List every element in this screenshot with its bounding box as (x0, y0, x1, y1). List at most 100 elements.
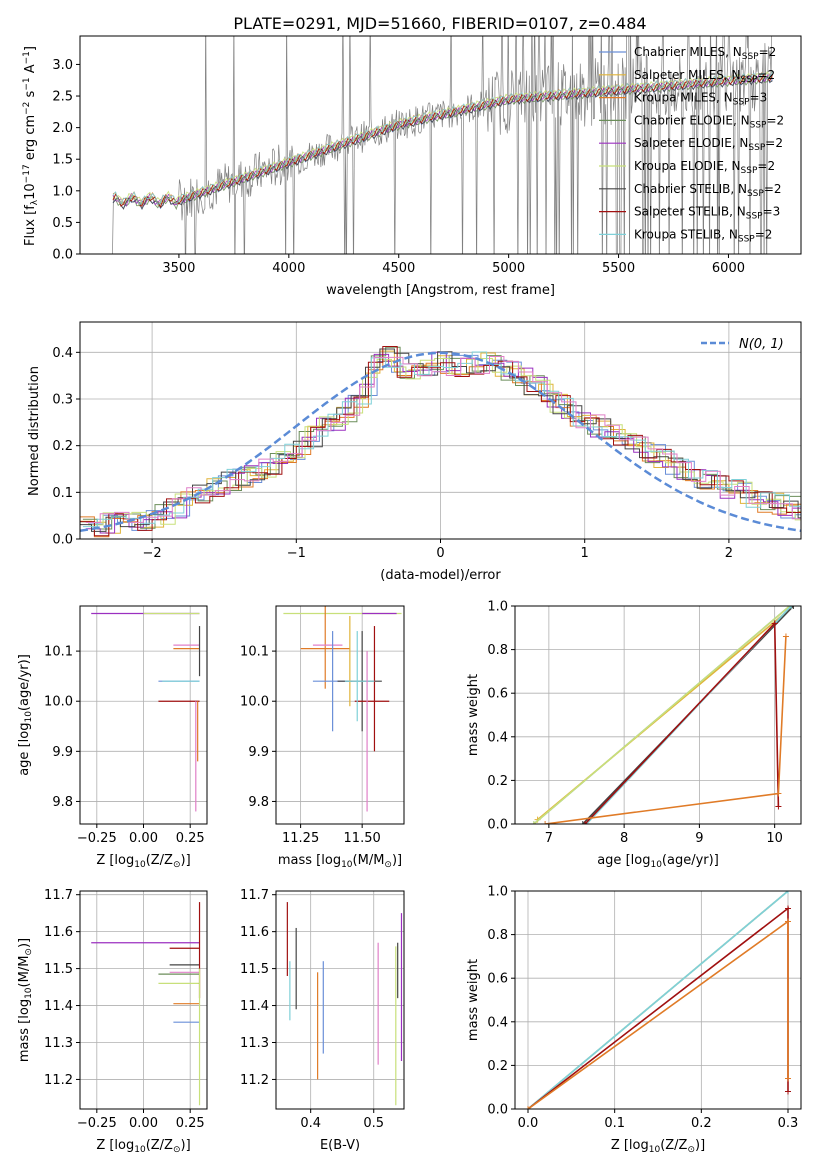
spectrum-axes: 3500 4000 4500 5000 5500 6000 0.0 0.5 1.0 1.5 2.0 2… (22, 35, 802, 298)
mass_vs_ebv-ytick-label: 11.6 (240, 925, 269, 940)
mass_weight_vs_Z-ytick-label: 1.0 (487, 885, 508, 900)
mass_vs_Z-ytick-label: 11.4 (44, 999, 73, 1014)
spectrum-ytick-label: 2.5 (52, 90, 73, 105)
mass_weight_vs_age-series-marker (788, 606, 795, 609)
mass_weight_vs_age-plot-area (530, 606, 797, 824)
age_vs_Z-plot-area (91, 612, 201, 812)
spectrum-ytick-label: 1.0 (52, 184, 73, 199)
mass_vs_Z-ytick-label: 11.2 (44, 1073, 73, 1088)
mass_weight_vs_age-ytick-label: 1.0 (487, 600, 508, 615)
residuals-ytick-label: 0.2 (52, 439, 73, 454)
spectrum-xtick-label: 4000 (272, 261, 305, 276)
mass_weight_vs_age-xtick-label: 9 (695, 831, 703, 846)
residuals-xtick-label: 2 (725, 546, 733, 561)
age_vs_Z-ytick-label: 10.0 (44, 695, 73, 710)
mass_weight_vs_age-frame (514, 605, 802, 825)
legend-normal-label: N(0, 1) (739, 337, 784, 352)
mass_weight_vs_age-series-marker (542, 821, 549, 824)
mass_weight_vs_Z-series-marker (785, 1075, 791, 1082)
mass_vs_ebv-frame (275, 890, 405, 1110)
mass_weight_vs_age-series-marker (530, 821, 537, 824)
mass_vs_ebv-ytick-label: 11.3 (240, 1036, 269, 1051)
legend-label: Kroupa ELODIE, NSSP=2 (634, 159, 775, 176)
mass_weight_vs_age-ylabel: mass weight (466, 674, 481, 756)
mass_weight_vs_age-series-marker (579, 821, 586, 824)
spectrum-xtick-label: 3500 (162, 261, 195, 276)
mass_weight_vs_age-ytick-label: 0.2 (487, 774, 508, 789)
residual-ylabel: Normed distribution (27, 366, 42, 496)
mass_weight_vs_Z-xtick-label: 0.1 (604, 1116, 625, 1131)
age_vs_mass-ytick-label: 10.0 (240, 695, 269, 710)
mass_vs_Z-ytick-label: 11.7 (44, 888, 73, 903)
spectrum-xlabel: wavelength [Angstrom, rest frame] (326, 283, 555, 298)
mass_vs_ebv-ytick-label: 11.2 (240, 1073, 269, 1088)
mass_weight_vs_Z-series-marker (785, 891, 791, 894)
mass_weight_vs_age-series-marker (775, 803, 782, 810)
mass_weight_vs_age-ytick-label: 0.8 (487, 643, 508, 658)
age_vs_Z-ylabel: age [log10(age/yr)] (17, 654, 34, 776)
mass_weight_vs_Z-ytick-label: 0.8 (487, 928, 508, 943)
mass_vs_ebv-axes: 0.4 0.5 11.2 11.3 11.4 11.5 11.6 11.7 E(B-V) (240, 888, 405, 1153)
mass_weight_vs_age-xtick-label: 8 (620, 831, 628, 846)
spectrum-xtick-label: 5000 (492, 261, 525, 276)
mass_vs_ebv-xlabel: E(B-V) (320, 1138, 360, 1153)
mass_weight_vs_Z-series-marker (525, 1106, 531, 1109)
model-spectrum-line (112, 73, 773, 208)
legend-label: Salpeter MILES, NSSP=2 (634, 68, 775, 85)
mass_weight_vs_Z-ytick-label: 0.0 (487, 1103, 508, 1118)
age_vs_Z-ytick-label: 9.9 (52, 745, 73, 760)
mass_weight_vs_age-ytick-label: 0.4 (487, 730, 508, 745)
mass_weight_vs_Z-series-line (527, 891, 789, 1109)
mass_weight_vs_Z-frame (514, 890, 802, 1110)
residuals-xtick-label: −2 (143, 546, 162, 561)
mass_weight_vs_Z-ytick-label: 0.2 (487, 1059, 508, 1074)
mass_weight_vs_age-xtick-label: 7 (545, 831, 553, 846)
mass_vs_ebv-plot-area (286, 902, 403, 1106)
mass_weight_vs_age-xtick-label: 10 (766, 831, 783, 846)
legend-label: Kroupa MILES, NSSP=3 (634, 91, 767, 108)
residuals-xtick-label: 0 (436, 546, 444, 561)
mass_vs_ebv-xtick-label: 0.4 (300, 1116, 321, 1131)
mass_weight_vs_Z-xlabel: Z [log10(Z/Z⊙)] (611, 1138, 705, 1155)
mass_weight_vs_Z-xtick-label: 0.3 (778, 1116, 799, 1131)
age_vs_Z-xtick-label: −0.25 (77, 831, 117, 846)
residuals-plot-area (80, 346, 801, 538)
residuals-ytick-label: 0.1 (52, 486, 73, 501)
legend-label: Chabrier STELIB, NSSP=2 (634, 182, 782, 199)
mass_vs_Z-plot-area (91, 902, 201, 1106)
mass_vs_ebv-xtick-label: 0.5 (363, 1116, 384, 1131)
spectrum-plot-area (110, 36, 773, 254)
legend-label: Chabrier MILES, NSSP=2 (634, 45, 776, 62)
mass_vs_Z-ytick-label: 11.5 (44, 962, 73, 977)
age_vs_mass-xtick-label: 11.50 (344, 831, 381, 846)
age_vs_mass-xtick-label: 11.25 (282, 831, 319, 846)
spectrum-ytick-label: 3.0 (52, 58, 73, 73)
mass_weight_vs_Z-ytick-label: 0.4 (487, 1015, 508, 1030)
mass_vs_Z-axes: −0.25 0.00 0.25 11.2 11.3 11.4 11.5 11.6 11.7 Z [… (17, 888, 208, 1155)
spectrum-ytick-label: 2.0 (52, 121, 73, 136)
mass_weight_vs_age-series-marker (581, 821, 588, 824)
mass_weight_vs_age-xlabel: age [log10(age/yr)] (597, 853, 719, 870)
residuals-xtick-label: −1 (287, 546, 306, 561)
legend-label: Chabrier ELODIE, NSSP=2 (634, 113, 784, 130)
mass_vs_Z-xlabel: Z [log10(Z/Z⊙)] (96, 1138, 190, 1155)
age_vs_Z-xtick-label: 0.00 (129, 831, 158, 846)
age_vs_Z-ytick-label: 10.1 (44, 645, 73, 660)
age_vs_Z-ytick-label: 9.8 (52, 795, 73, 810)
legend-label: Kroupa STELIB, NSSP=2 (634, 227, 772, 244)
mass_weight_vs_age-series-marker (790, 606, 797, 609)
mass_weight_vs_Z-ytick-label: 0.6 (487, 972, 508, 987)
model-spectrum-line (112, 71, 773, 206)
age_vs_mass-ytick-label: 10.1 (240, 645, 269, 660)
mass_vs_Z-ylabel: mass [log10(M/M⊙)] (17, 938, 34, 1062)
age_vs_mass-xlabel: mass [log10(M/M⊙)] (278, 853, 402, 870)
spectrum-xtick-label: 6000 (712, 261, 745, 276)
mass_vs_Z-xtick-label: 0.25 (176, 1116, 205, 1131)
spectrum-legend: Chabrier MILES, NSSP=2 Salpeter MILES, NS… (599, 45, 784, 244)
spectrum-ytick-label: 0.0 (52, 248, 73, 263)
mass_weight_vs_age-series-marker (771, 620, 778, 627)
spectrum-frame (79, 35, 802, 255)
mass_weight_vs_Z-series-marker (785, 1088, 791, 1095)
spectrum-ytick-label: 0.5 (52, 216, 73, 231)
mass_vs_Z-xtick-label: −0.25 (77, 1116, 117, 1131)
